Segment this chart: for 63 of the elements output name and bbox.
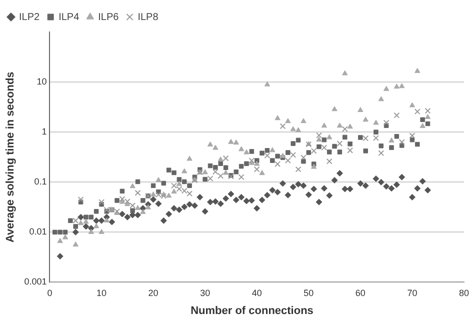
point: [295, 166, 302, 172]
point: [171, 182, 177, 189]
x-tick-label: 60: [355, 288, 366, 298]
point: [222, 155, 229, 162]
point: [321, 144, 328, 151]
legend-label: ILP4: [58, 12, 80, 23]
point: [414, 108, 420, 115]
point: [310, 148, 317, 154]
y-tick-label: 1: [42, 126, 47, 137]
point: [362, 135, 369, 142]
x-tick-label: 40: [252, 288, 262, 298]
point: [98, 199, 104, 206]
x-tick-label: 10: [96, 288, 107, 298]
point: [207, 176, 214, 182]
point: [134, 190, 141, 196]
point: [264, 152, 270, 158]
point: [78, 196, 84, 202]
point: [336, 140, 343, 147]
x-axis-title: Number of connections: [190, 304, 314, 319]
x-tick-label: 30: [200, 288, 210, 298]
x-tick-label: 70: [407, 288, 418, 298]
point: [280, 123, 286, 130]
point: [290, 152, 296, 158]
x-tick-label: 80: [458, 288, 470, 298]
point: [342, 126, 348, 132]
point: [347, 147, 354, 154]
point: [424, 108, 431, 114]
point: [186, 190, 193, 197]
point: [274, 161, 281, 167]
point: [176, 186, 182, 192]
point: [104, 206, 110, 213]
point: [378, 150, 384, 156]
y-tick-label: 10: [36, 76, 47, 87]
point: [394, 112, 400, 118]
y-axis-title: Average solving time in seconds: [4, 72, 17, 242]
point: [160, 192, 167, 199]
legend-label: ILP8: [138, 12, 159, 23]
point: [326, 158, 332, 164]
x-tick-label: 0: [47, 288, 52, 298]
point: [398, 139, 405, 146]
x-tick-label: 20: [148, 288, 158, 298]
y-tick-label: 0.1: [34, 176, 47, 187]
point: [155, 192, 162, 198]
point: [316, 132, 322, 138]
point: [383, 120, 390, 126]
point: [212, 168, 218, 175]
point: [72, 218, 79, 224]
point: [409, 132, 416, 139]
point: [372, 135, 379, 142]
point: [238, 174, 244, 180]
point: [130, 202, 136, 209]
y-tick-label: 0.01: [29, 226, 47, 237]
point: [119, 196, 126, 202]
y-tick-label: 0.001: [24, 276, 47, 287]
point: [254, 166, 260, 172]
point: [218, 172, 224, 179]
point: [124, 198, 130, 204]
legend-label: ILP6: [98, 12, 120, 23]
legend-label: ILP2: [19, 12, 40, 23]
x-tick-label: 50: [304, 288, 314, 298]
point: [284, 158, 291, 164]
point: [300, 154, 306, 161]
point: [181, 188, 188, 194]
